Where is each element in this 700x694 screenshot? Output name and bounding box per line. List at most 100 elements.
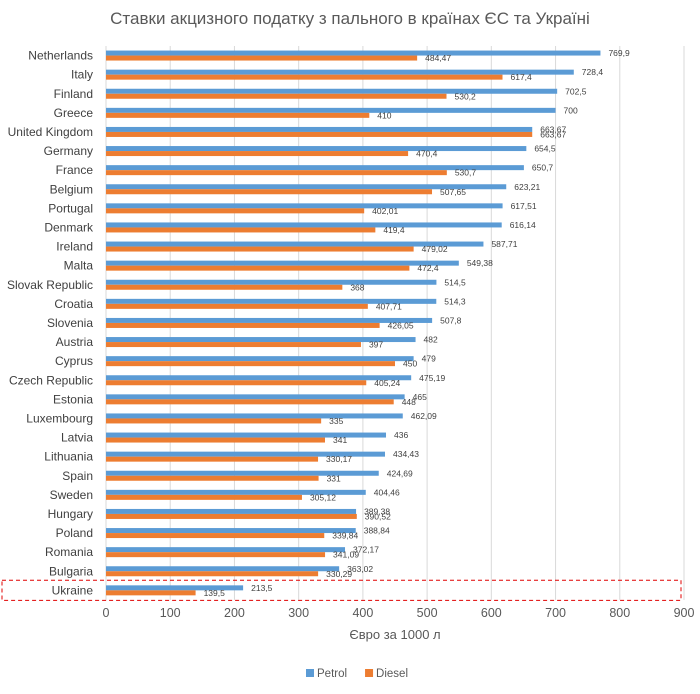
category-label: Italy	[71, 68, 93, 82]
x-tick-labels: 0 100 200 300 400 500 600 700 800 900	[103, 606, 695, 620]
diesel-bar	[106, 552, 326, 558]
category-label: Latvia	[61, 431, 93, 445]
petrol-value-label: 654,5	[534, 144, 556, 154]
x-tick-label: 600	[481, 606, 502, 620]
diesel-bar	[106, 112, 370, 118]
petrol-bar	[106, 413, 403, 419]
petrol-bar	[106, 146, 527, 152]
diesel-value-label: 617,4	[511, 72, 533, 82]
diesel-bar	[106, 533, 325, 539]
category-label: Netherlands	[28, 49, 93, 63]
category-label: Portugal	[48, 201, 93, 215]
petrol-value-label: 663,67	[540, 124, 566, 134]
petrol-value-label: 404,46	[374, 487, 400, 497]
x-tick-label: 0	[103, 606, 110, 620]
petrol-value-label: 616,14	[510, 220, 536, 230]
petrol-value-label: 424,69	[387, 468, 413, 478]
petrol-value-label: 514,3	[444, 296, 466, 306]
petrol-bar	[106, 317, 433, 323]
diesel-value-label: 402,01	[372, 206, 398, 216]
category-label: Poland	[56, 526, 93, 540]
petrol-value-label: 482	[424, 335, 438, 345]
diesel-value-label: 479,02	[422, 244, 448, 254]
diesel-value-label: 331	[327, 473, 341, 483]
petrol-bar	[106, 203, 503, 209]
diesel-bar	[106, 380, 367, 386]
petrol-bar	[106, 566, 340, 572]
diesel-value-label: 530,7	[455, 168, 477, 178]
category-label: Luxembourg	[26, 411, 93, 425]
x-tick-label: 200	[224, 606, 245, 620]
x-axis-title: Євро за 1000 л	[349, 627, 440, 642]
petrol-value-label: 700	[564, 105, 578, 115]
diesel-bar	[106, 513, 357, 519]
category-label: Lithuania	[44, 450, 93, 464]
petrol-bar	[106, 279, 437, 285]
category-label: Slovak Republic	[7, 278, 93, 292]
diesel-bar	[106, 246, 414, 252]
category-label: Estonia	[53, 392, 93, 406]
diesel-value-label: 305,12	[310, 492, 336, 502]
category-label: Finland	[54, 87, 93, 101]
diesel-bar	[106, 151, 409, 157]
petrol-bar	[106, 184, 507, 190]
diesel-bar	[106, 361, 395, 367]
diesel-bar	[106, 322, 380, 328]
diesel-bar	[106, 437, 325, 443]
diesel-bar	[106, 399, 394, 405]
diesel-value-label: 341,09	[333, 550, 359, 560]
petrol-bar	[106, 50, 601, 56]
petrol-value-label: 507,8	[440, 315, 462, 325]
petrol-bar	[106, 375, 412, 381]
diesel-value-label: 405,24	[374, 378, 400, 388]
diesel-bar	[106, 227, 376, 233]
diesel-value-label: 390,52	[365, 511, 391, 521]
category-label: Slovenia	[47, 316, 93, 330]
category-label: Croatia	[54, 297, 93, 311]
chart-title: Ставки акцизного податку з пального в кр…	[110, 9, 590, 28]
category-label: Ukraine	[52, 583, 94, 597]
diesel-value-label: 341	[333, 435, 347, 445]
data-labels: 769,9 484,47 728,4 617,4 702,5 530,2 700 410 663…	[204, 48, 630, 598]
petrol-bar	[106, 508, 357, 514]
diesel-value-label: 507,65	[440, 187, 466, 197]
diesel-value-label: 330,17	[326, 454, 352, 464]
petrol-bar	[106, 260, 459, 266]
category-label: Sweden	[50, 488, 93, 502]
petrol-bar	[106, 451, 386, 457]
petrol-legend-label: Petrol	[317, 668, 347, 680]
category-label: Ireland	[56, 240, 93, 254]
diesel-value-label: 410	[377, 110, 391, 120]
petrol-value-label: 702,5	[565, 86, 587, 96]
x-tick-label: 800	[609, 606, 630, 620]
diesel-value-label: 450	[403, 359, 417, 369]
petrol-bar	[106, 547, 346, 553]
petrol-bar	[106, 356, 414, 362]
petrol-value-label: 617,51	[511, 201, 537, 211]
petrol-value-label: 436	[394, 430, 408, 440]
category-label: Hungary	[48, 507, 93, 521]
petrol-value-label: 769,9	[608, 48, 630, 58]
x-tick-label: 300	[288, 606, 309, 620]
diesel-bar	[106, 303, 368, 309]
diesel-value-label: 139,5	[204, 588, 226, 598]
petrol-value-label: 479	[422, 354, 436, 364]
diesel-legend-label: Diesel	[376, 668, 408, 680]
petrol-value-label: 514,5	[444, 277, 466, 287]
diesel-bar	[106, 265, 410, 271]
diesel-value-label: 339,84	[332, 531, 358, 541]
diesel-bar	[106, 170, 447, 176]
petrol-value-label: 434,43	[393, 449, 419, 459]
bars	[106, 50, 601, 596]
category-label: France	[56, 163, 94, 177]
diesel-value-label: 484,47	[425, 53, 451, 63]
diesel-value-label: 407,71	[376, 301, 402, 311]
petrol-bar	[106, 241, 484, 247]
diesel-bar	[106, 418, 322, 424]
petrol-value-label: 623,21	[514, 182, 540, 192]
diesel-bar	[106, 55, 418, 61]
category-label: Malta	[64, 259, 94, 273]
diesel-value-label: 472,4	[417, 263, 439, 273]
category-label: Cyprus	[55, 354, 93, 368]
category-label: United Kingdom	[8, 125, 93, 139]
